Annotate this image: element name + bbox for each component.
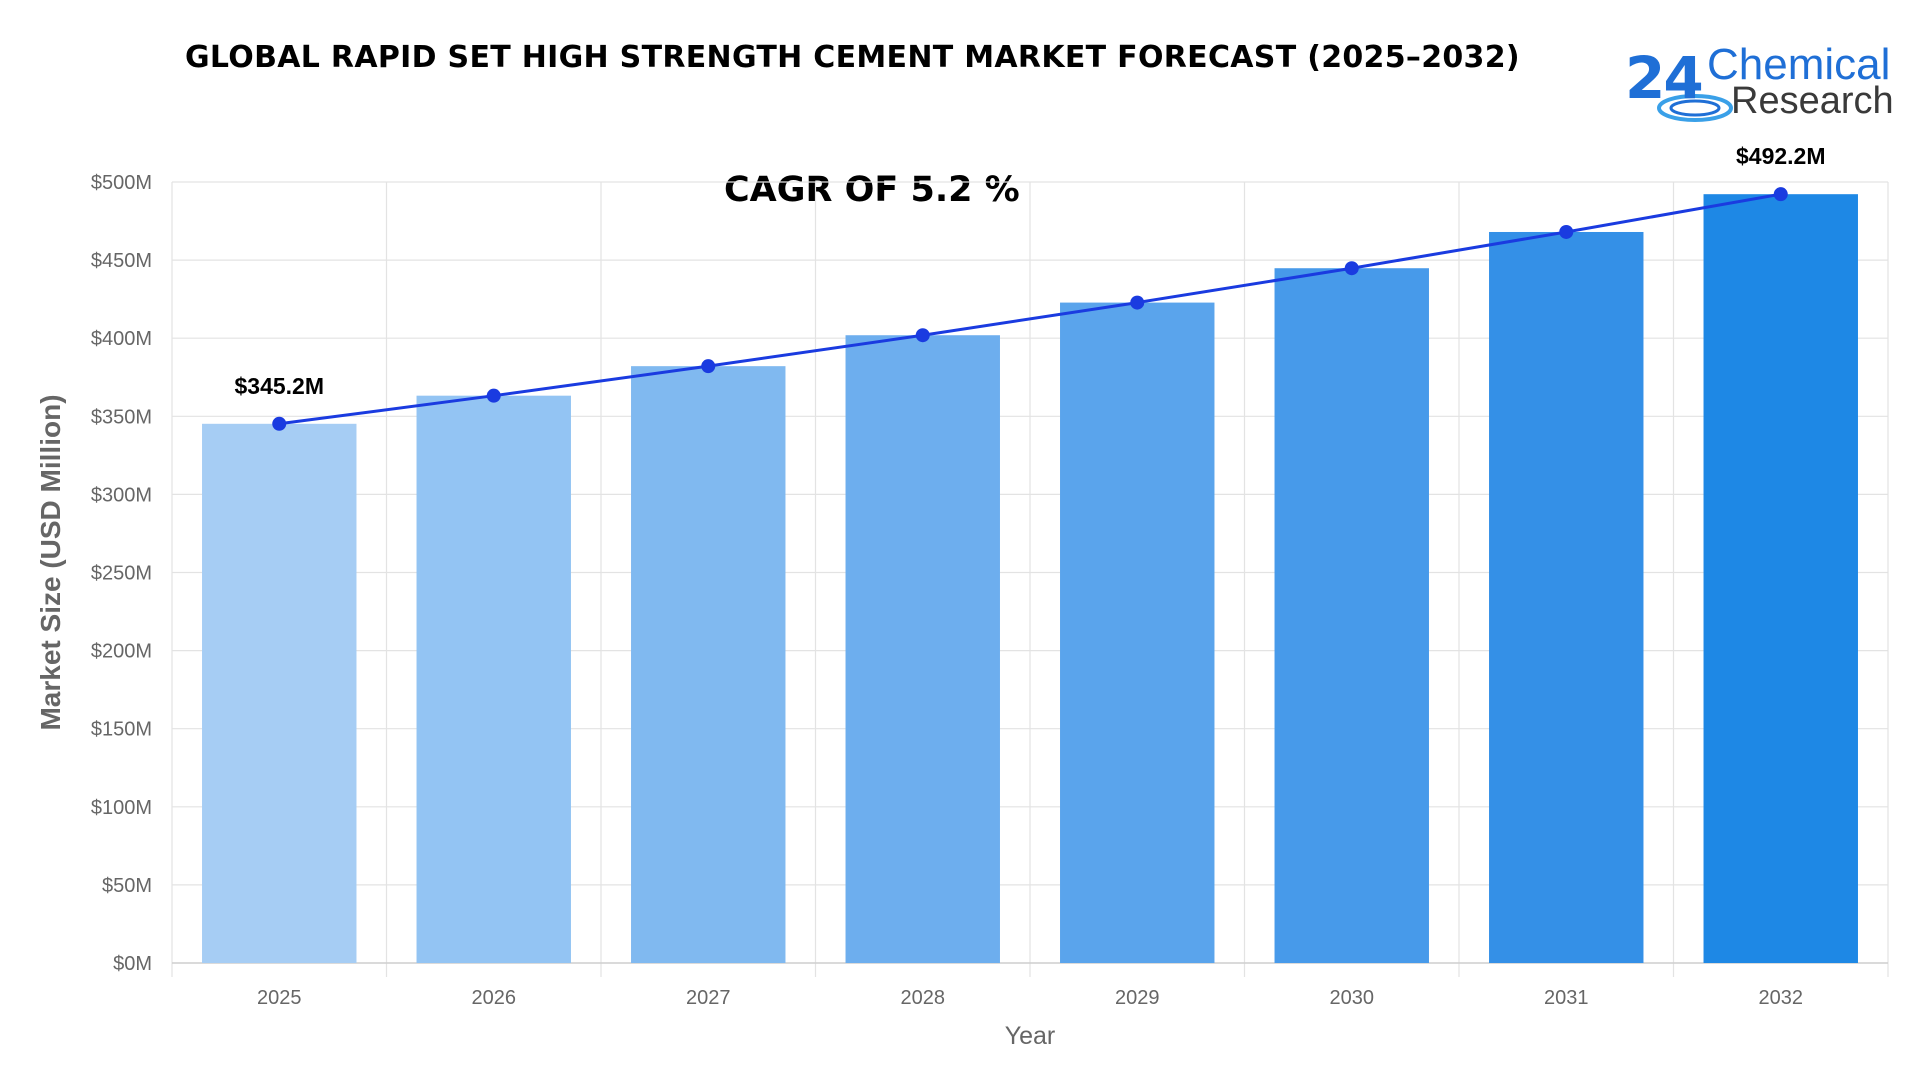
y-tick-label: $500M xyxy=(91,172,152,194)
bar-2029 xyxy=(1060,302,1215,963)
bar-2031 xyxy=(1489,231,1644,963)
y-tick-label: $400M xyxy=(91,328,152,350)
chart-title: GLOBAL RAPID SET HIGH STRENGTH CEMENT MA… xyxy=(185,40,1520,75)
x-tick-label-2028: 2028 xyxy=(901,987,946,1009)
bars xyxy=(202,194,1858,964)
bar-2028 xyxy=(845,335,1000,964)
trend-marker-2030 xyxy=(1344,261,1359,276)
bar-2027 xyxy=(631,366,786,963)
trend-line xyxy=(272,187,1788,431)
trend-marker-2032 xyxy=(1773,187,1788,202)
x-tick-label-2032: 2032 xyxy=(1759,987,1804,1009)
trend-marker-2031 xyxy=(1559,224,1574,239)
x-tick-label-2029: 2029 xyxy=(1115,987,1160,1009)
bar-2032 xyxy=(1703,194,1858,963)
axis-labels: $0M $50M $100M $150M $200M $250M $300M $350M $40… xyxy=(91,143,1826,1009)
logo-number: 24 xyxy=(1625,44,1704,112)
y-tick-label: $50M xyxy=(102,875,152,897)
data-label-2032: $492.2M xyxy=(1736,143,1826,169)
y-tick-label: $150M xyxy=(91,719,152,741)
data-label-2025: $345.2M xyxy=(234,373,324,399)
x-tick-label-2026: 2026 xyxy=(472,987,517,1009)
trend-marker-2028 xyxy=(915,328,930,343)
bar-2025 xyxy=(202,423,357,963)
bar-2030 xyxy=(1274,268,1429,963)
y-tick-label: $100M xyxy=(91,797,152,819)
logo-text-line2: Research xyxy=(1731,80,1894,122)
trend-marker-2029 xyxy=(1130,295,1145,310)
trend-marker-2025 xyxy=(272,416,287,431)
trend-line-path xyxy=(279,192,1782,426)
y-tick-label: $350M xyxy=(91,406,152,428)
x-tick-label-2030: 2030 xyxy=(1330,987,1375,1009)
logo-text-line1: Chemical xyxy=(1707,40,1891,89)
x-tick-label-2025: 2025 xyxy=(257,987,302,1009)
y-tick-label: $300M xyxy=(91,484,152,506)
y-tick-label: $450M xyxy=(91,250,152,272)
x-axis-title: Year xyxy=(1005,1022,1056,1050)
company-logo: 24 Chemical Research xyxy=(1625,38,1905,128)
y-axis-title: Market Size (USD Million) xyxy=(35,394,66,730)
y-tick-label: $250M xyxy=(91,563,152,585)
y-tick-label: $200M xyxy=(91,641,152,663)
cagr-annotation: CAGR OF 5.2 % xyxy=(724,170,1020,210)
bar-2026 xyxy=(416,395,571,963)
trend-marker-2026 xyxy=(486,388,501,403)
y-tick-label: $0M xyxy=(113,953,152,975)
logo-swirl-icon xyxy=(1657,94,1733,122)
x-tick-label-2027: 2027 xyxy=(686,987,731,1009)
trend-marker-2027 xyxy=(701,359,716,374)
x-tick-label-2031: 2031 xyxy=(1544,987,1589,1009)
